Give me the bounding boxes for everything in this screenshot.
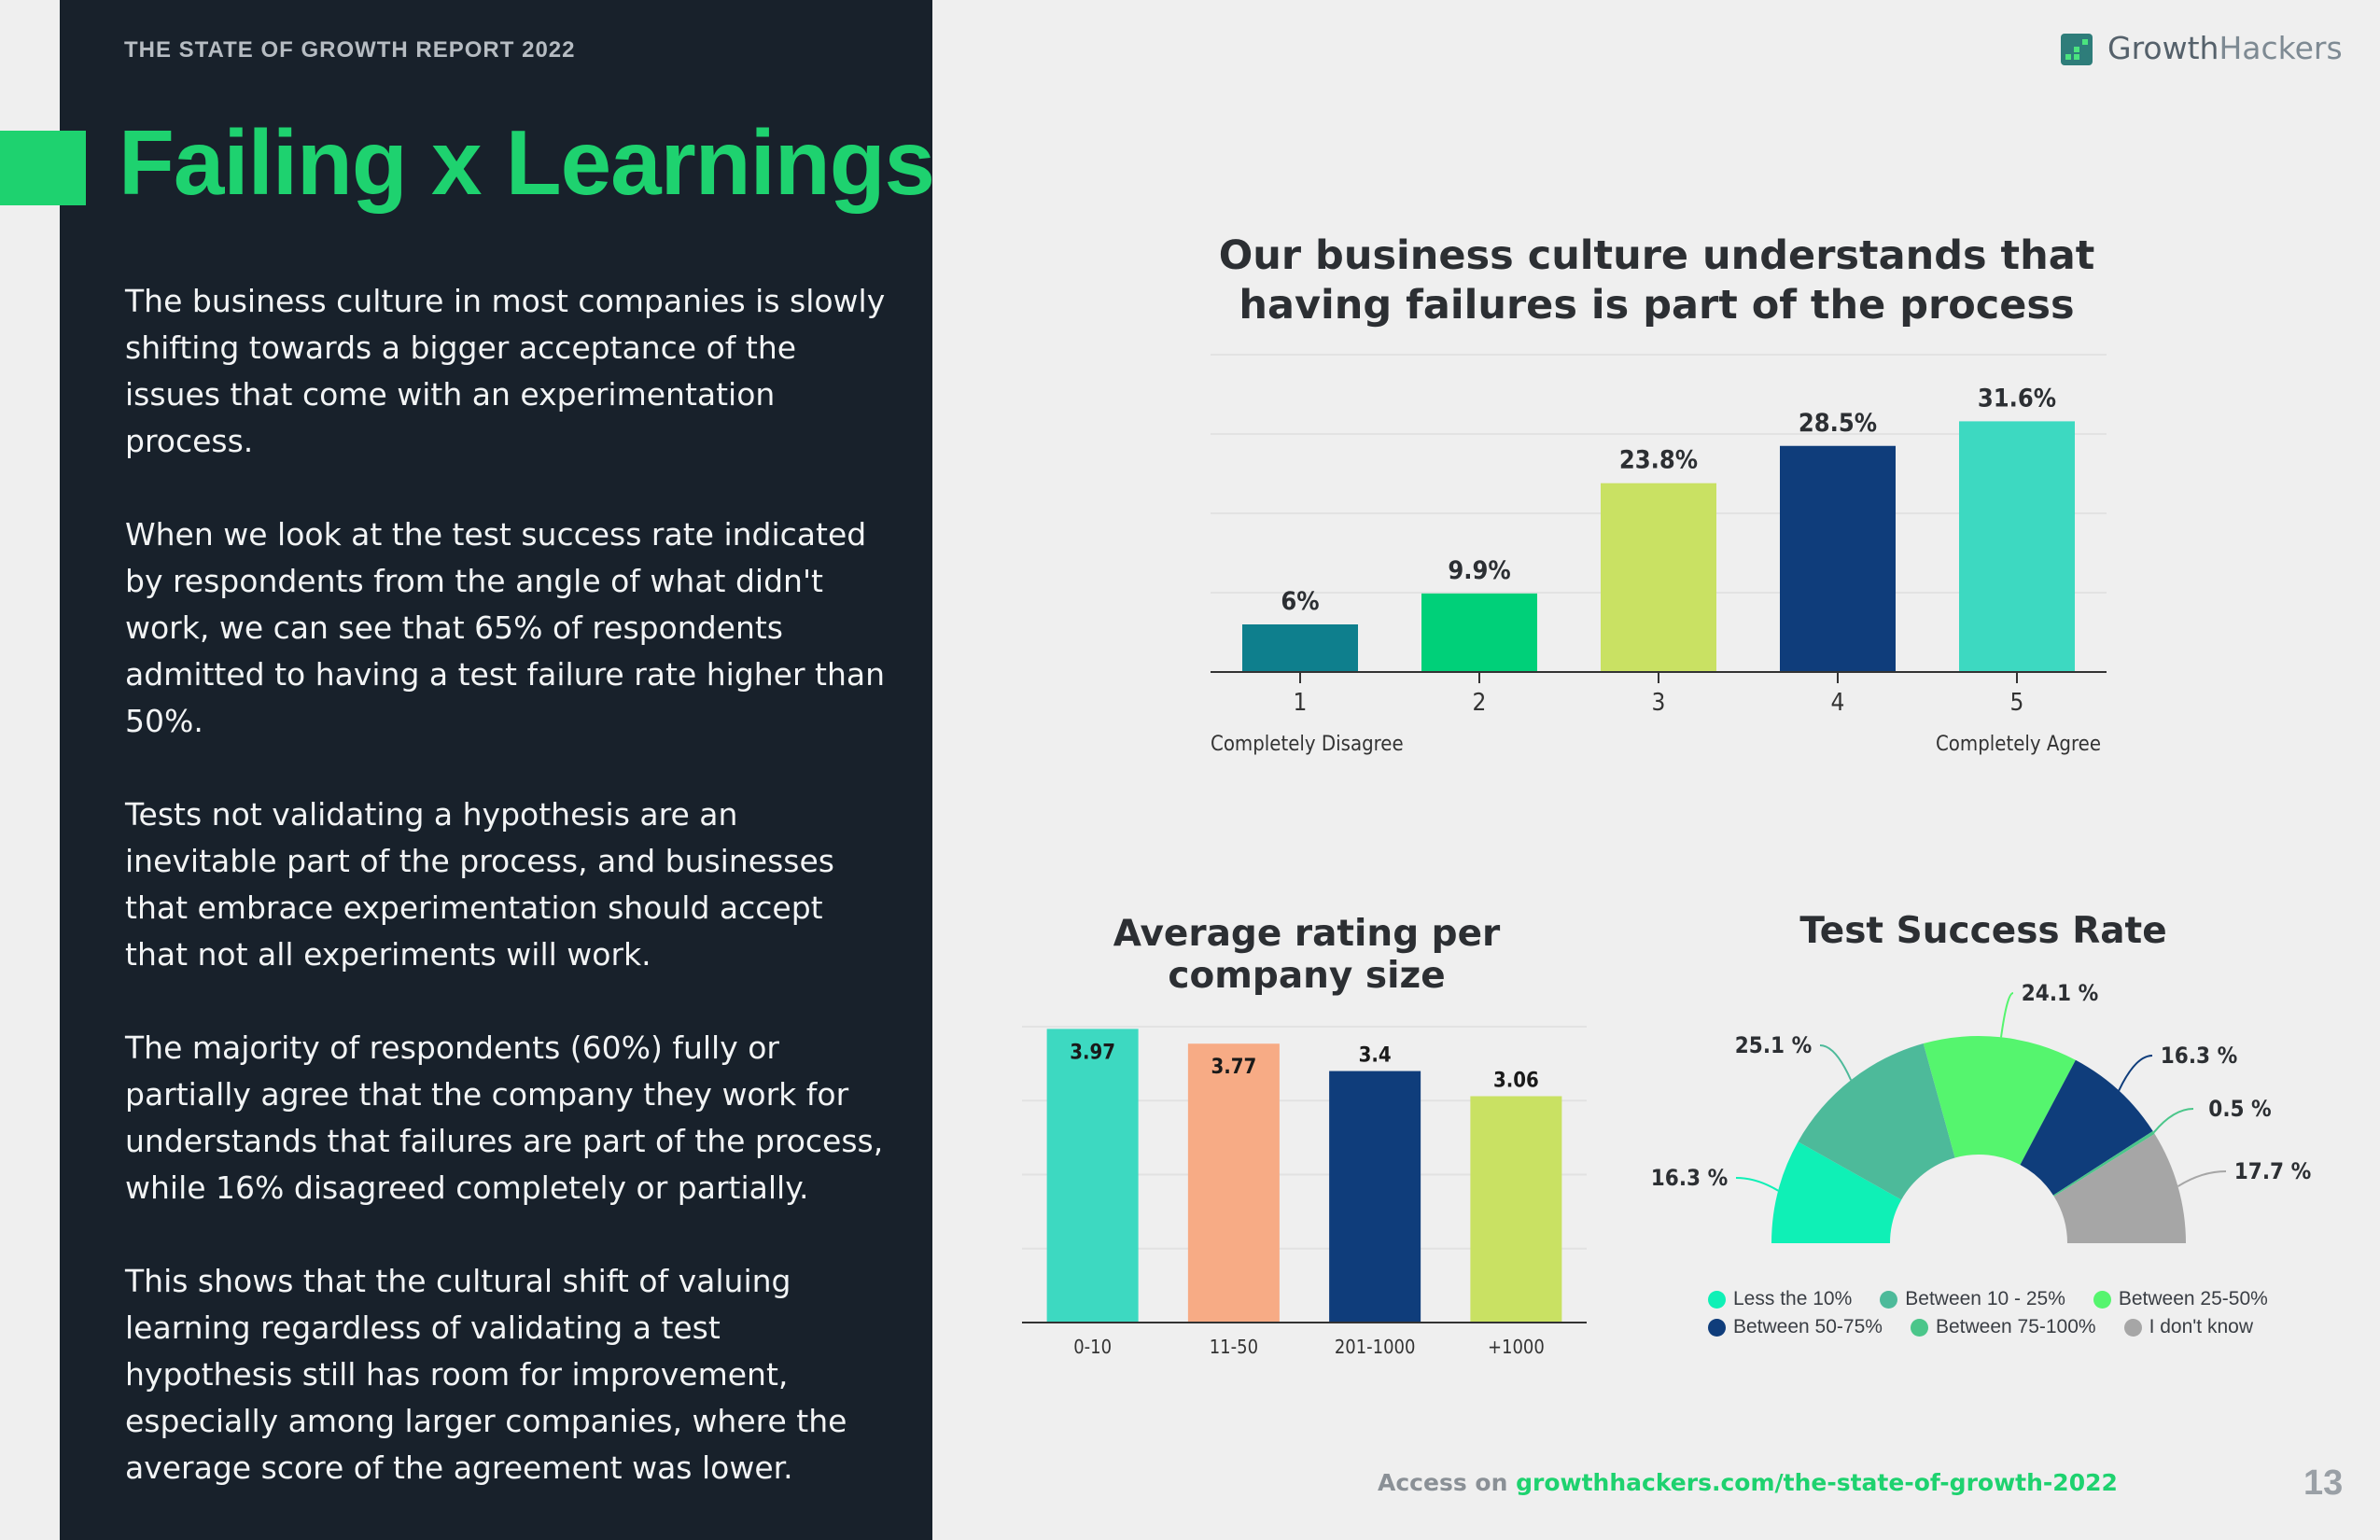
page-title: Failing x Learnings — [119, 111, 935, 214]
report-label: THE STATE OF GROWTH REPORT 2022 — [124, 37, 576, 63]
logo-word-2: Hackers — [2219, 30, 2343, 66]
data-label: 3.97 — [1070, 1041, 1115, 1064]
data-label: 23.8% — [1619, 446, 1698, 475]
data-label: 3.77 — [1211, 1056, 1256, 1079]
footer-access: Access on growthhackers.com/the-state-of… — [1378, 1469, 2118, 1496]
annotation-completely-disagree: Completely Disagree — [1211, 733, 1404, 756]
legend-swatch — [1708, 1318, 1726, 1337]
title-accent-bar — [0, 131, 86, 205]
legend-item: Less the 10% — [1708, 1288, 1852, 1310]
x-tick-label: 2 — [1473, 689, 1487, 717]
data-label: 28.5% — [1799, 409, 1877, 438]
donut-slice-2 — [1798, 1043, 1955, 1200]
logo-text: GrowthHackers — [2107, 30, 2343, 66]
legend-item: Between 50-75% — [1708, 1316, 1883, 1338]
x-tick-label: 201-1000 — [1335, 1336, 1416, 1358]
legend-label: Less the 10% — [1733, 1288, 1853, 1309]
legend-label: Between 50-75% — [1733, 1316, 1883, 1337]
x-tick-label: 11-50 — [1210, 1336, 1258, 1358]
leader-line — [2177, 1170, 2227, 1187]
success-rate-legend: Less the 10% Between 10 - 25% Between 25-5… — [1708, 1288, 2287, 1344]
footer-access-prefix: Access on — [1378, 1469, 1508, 1496]
bar-rating-4 — [1780, 445, 1896, 672]
bar-rating-3 — [1601, 483, 1716, 672]
leader-line — [2152, 1108, 2194, 1133]
legend-item: Between 25-50% — [2093, 1288, 2268, 1310]
culture-chart-title: Our business culture understands that ha… — [1218, 232, 2095, 329]
donut-data-label: 25.1 % — [1735, 1032, 1812, 1058]
paragraph-5: This shows that the cultural shift of va… — [125, 1263, 847, 1486]
paragraph-1: The business culture in most companies i… — [125, 283, 886, 459]
x-tick-label: 3 — [1652, 689, 1666, 717]
logo-icon — [2061, 34, 2093, 65]
leader-line — [2118, 1055, 2153, 1091]
x-tick-label: 0-10 — [1073, 1336, 1112, 1358]
bar-rating-5 — [1959, 421, 2075, 672]
text-panel — [60, 0, 932, 1540]
leader-line — [1819, 1044, 1853, 1081]
donut-slice-6 — [2053, 1133, 2186, 1243]
body-text: The business culture in most companies i… — [125, 278, 890, 1538]
company-size-chart-title: Average rating per company size — [1113, 913, 1501, 997]
x-tick-label: 1 — [1294, 689, 1308, 717]
donut-data-label: 16.3 % — [1651, 1165, 1728, 1191]
data-label: 6% — [1281, 587, 1319, 616]
legend-label: Between 25-50% — [2118, 1288, 2268, 1309]
logo-word-1: Growth — [2107, 30, 2219, 66]
donut-slice-5 — [2052, 1130, 2155, 1197]
data-label: 3.06 — [1493, 1069, 1539, 1092]
bar-rating-2 — [1421, 593, 1537, 672]
bar-size-11-50 — [1187, 1043, 1280, 1323]
donut-slice-4 — [2020, 1059, 2153, 1196]
data-label: 31.6% — [1978, 384, 2056, 413]
legend-swatch — [1910, 1318, 1928, 1337]
x-tick-label: 5 — [2010, 689, 2024, 717]
legend-item: Between 75-100% — [1910, 1316, 2096, 1338]
bar-size-201-1000 — [1329, 1071, 1421, 1323]
bar-size-0-10 — [1046, 1029, 1139, 1323]
legend-label: Between 75-100% — [1935, 1316, 2096, 1337]
paragraph-4: The majority of respondents (60%) fully … — [125, 1029, 884, 1206]
bar-rating-1 — [1242, 624, 1358, 672]
success-rate-chart-title: Test Success Rate — [1799, 910, 2167, 952]
paragraph-2: When we look at the test success rate in… — [125, 516, 886, 739]
legend-label: Between 10 - 25% — [1905, 1288, 2065, 1309]
legend-swatch — [2123, 1318, 2142, 1337]
legend-row: Between 50-75% Between 75-100% I don't kno… — [1708, 1316, 2287, 1338]
legend-swatch — [1708, 1290, 1726, 1309]
annotation-completely-agree: Completely Agree — [1936, 733, 2101, 756]
leader-line — [1735, 1177, 1779, 1192]
x-tick-label: +1000 — [1488, 1336, 1545, 1358]
legend-swatch — [2093, 1290, 2111, 1309]
x-tick-label: 4 — [1831, 689, 1845, 717]
legend-item: Between 10 - 25% — [1880, 1288, 2065, 1310]
leader-line — [2000, 992, 2014, 1038]
donut-slice-3 — [1923, 1036, 2076, 1166]
page-number: 13 — [2303, 1463, 2344, 1503]
legend-label: I don't know — [2149, 1316, 2253, 1337]
donut-data-label: 17.7 % — [2234, 1158, 2311, 1184]
donut-data-label: 24.1 % — [2022, 980, 2098, 1006]
legend-swatch — [1880, 1290, 1898, 1309]
donut-data-label: 16.3 % — [2161, 1043, 2237, 1069]
data-label: 9.9% — [1448, 556, 1510, 585]
legend-row: Less the 10% Between 10 - 25% Between 25-5… — [1708, 1288, 2287, 1310]
donut-data-label: 0.5 % — [2208, 1096, 2271, 1122]
data-label: 3.4 — [1359, 1044, 1392, 1068]
paragraph-3: Tests not validating a hypothesis are an… — [125, 796, 834, 973]
bar-size-+1000 — [1470, 1096, 1562, 1323]
legend-item: I don't know — [2123, 1316, 2253, 1338]
footer-link[interactable]: growthhackers.com/the-state-of-growth-20… — [1516, 1469, 2118, 1496]
donut-slice-1 — [1771, 1141, 1902, 1243]
